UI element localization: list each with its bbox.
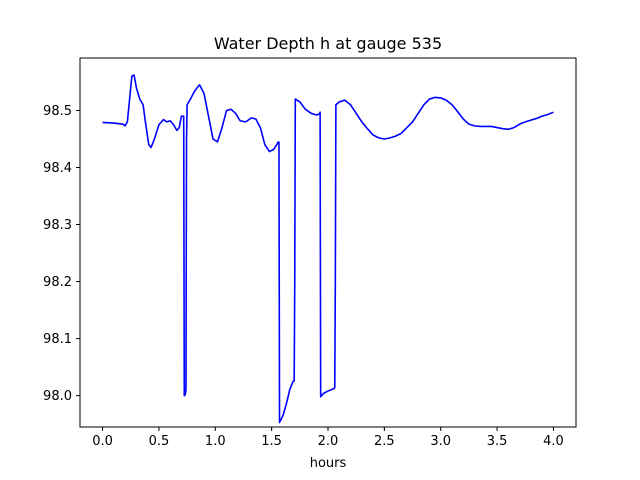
y-tick-label: 98.5 [43, 104, 72, 119]
plot-area [102, 74, 554, 424]
x-tick-label: 1.0 [205, 434, 226, 449]
series-line-0 [102, 74, 554, 424]
x-tick-label: 3.0 [430, 434, 451, 449]
y-tick-label: 98.3 [43, 218, 72, 233]
x-axis: 0.0 0.5 1.0 1.5 2.0 2.5 3.0 3.5 4.0 [92, 427, 564, 449]
x-tick-label: 4.0 [543, 434, 564, 449]
x-tick-label: 0.5 [149, 434, 170, 449]
x-axis-label: hours [310, 456, 347, 471]
y-tick-label: 98.2 [43, 275, 72, 290]
y-tick-label: 98.4 [43, 161, 72, 176]
chart-title: Water Depth h at gauge 535 [214, 34, 442, 53]
x-tick-label: 0.0 [92, 434, 113, 449]
y-axis: 98.0 98.1 98.2 98.3 98.4 98.5 [43, 104, 80, 404]
y-tick-label: 98.0 [43, 389, 72, 404]
y-tick-label: 98.1 [43, 332, 72, 347]
x-tick-label: 2.5 [374, 434, 395, 449]
x-tick-label: 2.0 [318, 434, 339, 449]
x-tick-label: 1.5 [261, 434, 282, 449]
x-tick-label: 3.5 [487, 434, 508, 449]
